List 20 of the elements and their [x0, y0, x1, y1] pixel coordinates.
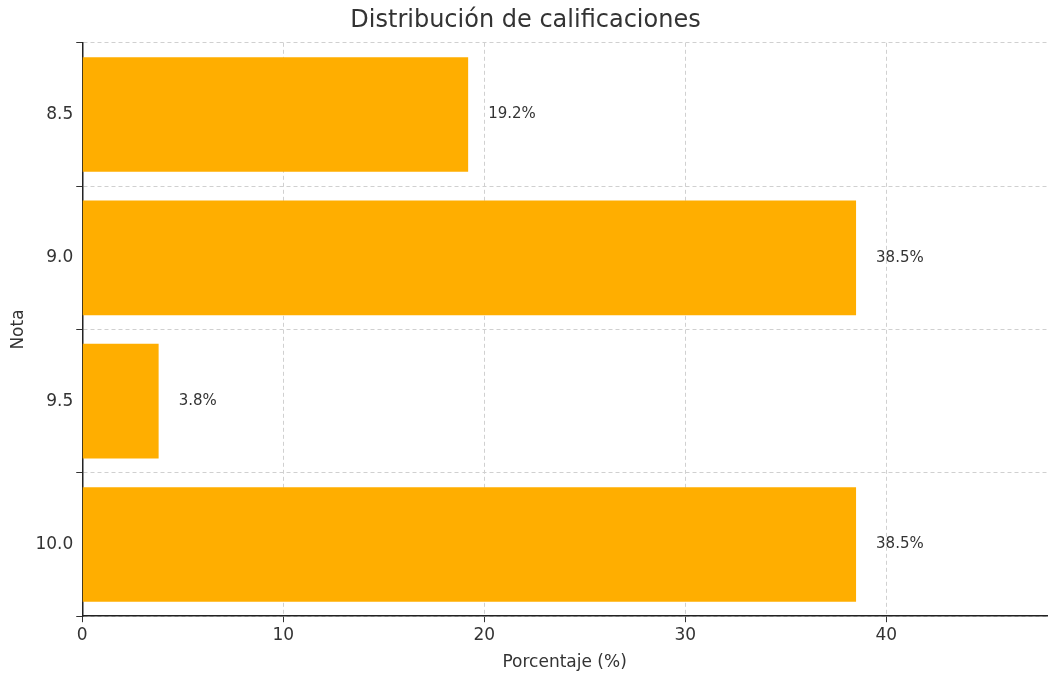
bar — [82, 57, 469, 172]
bar — [82, 343, 159, 459]
x-tick-label: 0 — [76, 623, 88, 644]
chart-title: Distribución de calificaciones — [350, 4, 701, 33]
bar — [82, 487, 857, 602]
y-tick-label: 9.0 — [46, 246, 74, 267]
data-label: 38.5% — [876, 247, 924, 266]
x-axis-title: Porcentaje (%) — [502, 651, 627, 672]
bar — [82, 200, 857, 316]
data-label: 38.5% — [876, 534, 924, 553]
y-tick-label: 10.0 — [35, 532, 74, 553]
data-label: 3.8% — [178, 391, 217, 410]
data-label: 19.2% — [488, 104, 536, 123]
x-tick-label: 40 — [875, 623, 898, 644]
x-tick-label: 10 — [272, 623, 295, 644]
y-tick-label: 9.5 — [46, 389, 74, 410]
x-tick-label: 20 — [473, 623, 496, 644]
y-tick-label: 8.5 — [46, 102, 74, 123]
x-tick-label: 30 — [674, 623, 697, 644]
y-axis-title: Nota — [6, 309, 27, 350]
